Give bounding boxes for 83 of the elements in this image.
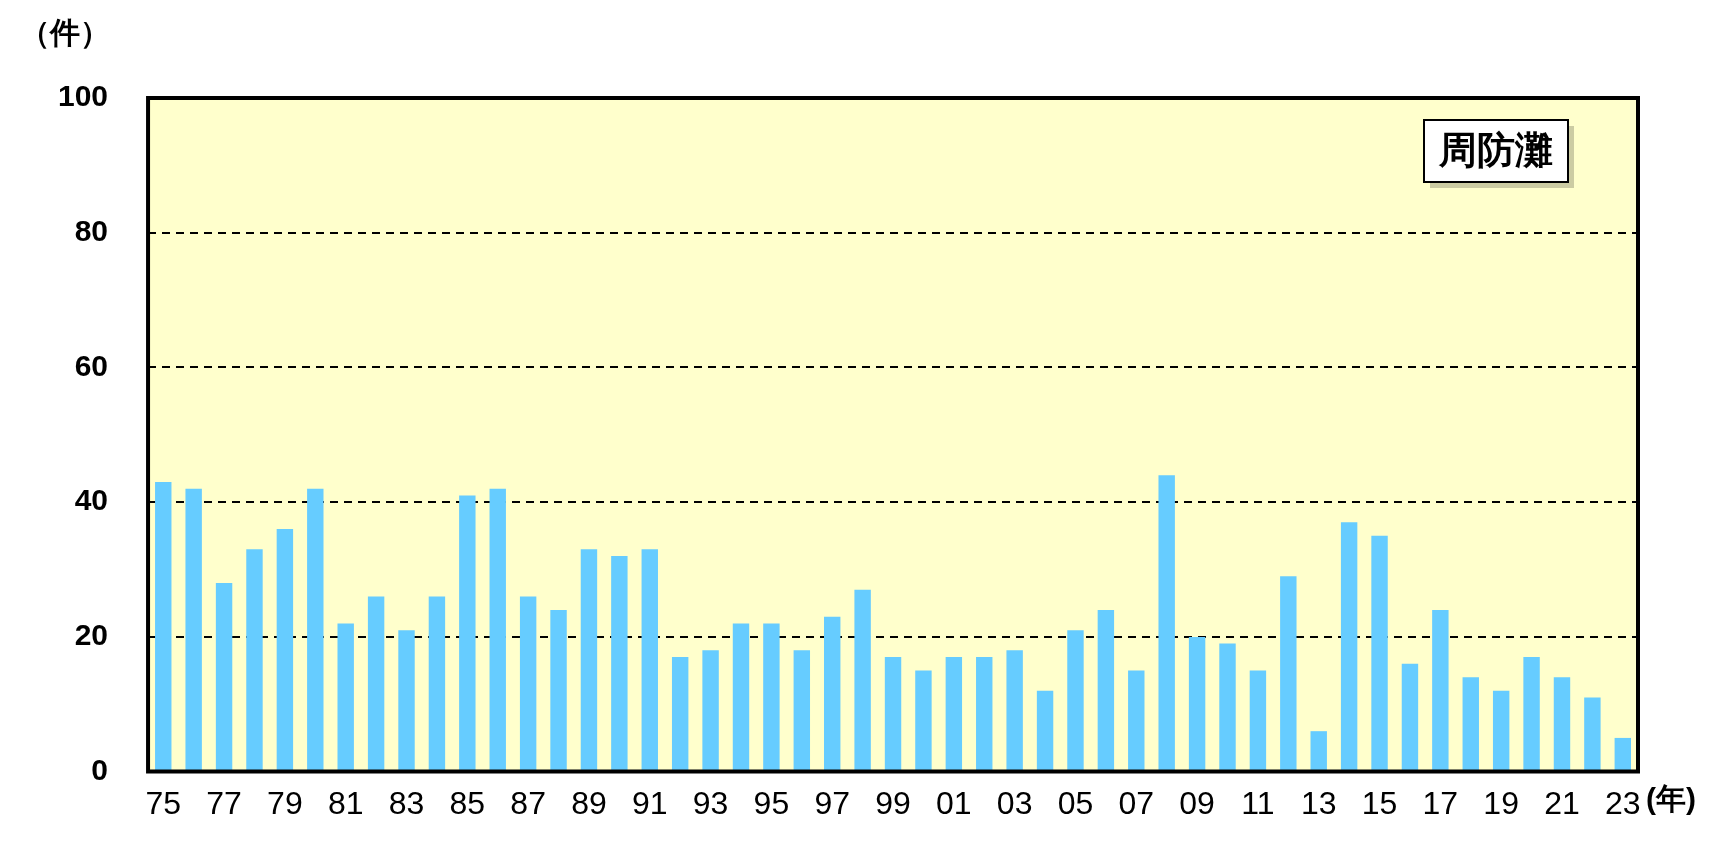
bar (1006, 650, 1023, 771)
x-tick-label: 81 (327, 784, 364, 821)
bar (702, 650, 719, 771)
bar (1523, 657, 1540, 771)
bar (1128, 670, 1145, 771)
x-tick-label: 05 (1057, 784, 1094, 821)
bar (1401, 663, 1419, 771)
bar (1067, 630, 1084, 771)
y-tick-label: 80 (74, 213, 109, 247)
x-tick-label: 11 (1241, 784, 1275, 821)
bar (337, 623, 354, 771)
bar (276, 529, 294, 771)
bar (459, 495, 476, 771)
bar (1097, 609, 1115, 771)
bar (519, 596, 537, 771)
bar (793, 650, 811, 771)
bar (1462, 677, 1479, 771)
bar (307, 488, 324, 771)
x-tick-label: 77 (206, 784, 242, 821)
bar (1036, 690, 1054, 771)
bar (976, 657, 993, 771)
x-tick-label: 87 (510, 784, 546, 821)
bar (945, 657, 963, 771)
bar (1553, 677, 1571, 771)
bar (367, 596, 385, 771)
y-axis-title: （件） (20, 16, 110, 50)
x-tick-label: 21 (1544, 784, 1580, 821)
y-tick-label: 0 (91, 752, 109, 786)
bar (580, 549, 598, 771)
bar (1219, 643, 1236, 771)
x-tick-label: 19 (1483, 784, 1519, 821)
bar (611, 556, 628, 771)
x-tick-label: 83 (388, 784, 425, 821)
bar (185, 488, 202, 771)
bar (155, 481, 172, 771)
x-tick-label: 91 (631, 784, 668, 821)
x-tick-label: 09 (1179, 784, 1215, 821)
x-tick-label: 75 (145, 784, 182, 821)
bar (732, 623, 750, 771)
bar (854, 589, 871, 771)
x-tick-label: 17 (1422, 784, 1459, 821)
bar (641, 549, 658, 771)
bar (215, 582, 233, 771)
bar (246, 549, 263, 771)
x-tick-label: 95 (753, 784, 790, 821)
y-tick-label: 40 (74, 483, 109, 517)
bar (671, 657, 689, 771)
bar (1249, 670, 1267, 771)
bar (398, 630, 415, 771)
bar (1340, 522, 1358, 771)
x-tick-label: 15 (1361, 784, 1398, 821)
bar (884, 657, 902, 771)
y-tick-label: 60 (74, 348, 109, 382)
bar (1158, 475, 1175, 771)
x-tick-label: 07 (1118, 784, 1155, 821)
bar (1310, 731, 1327, 771)
bar (489, 488, 506, 771)
x-tick-label: 23 (1605, 784, 1641, 821)
y-tick-label: 100 (57, 79, 109, 113)
x-tick-label: 99 (875, 784, 911, 821)
bar (1371, 535, 1388, 771)
bar (428, 596, 446, 771)
bar (915, 670, 932, 771)
bar (1492, 690, 1510, 771)
bar (1614, 737, 1632, 771)
annotation: 周防灘 (1438, 129, 1553, 172)
bar (763, 623, 780, 771)
x-tick-label: 97 (814, 784, 851, 821)
x-tick-label: 85 (449, 784, 486, 821)
x-axis-title: (年) (1646, 781, 1696, 815)
y-tick-label: 20 (74, 618, 109, 652)
bar (1280, 576, 1297, 771)
bar (1584, 697, 1601, 771)
x-tick-label: 13 (1300, 784, 1337, 821)
x-tick-label: 01 (936, 784, 972, 821)
x-tick-label: 89 (571, 784, 607, 821)
x-tick-label: 79 (267, 784, 303, 821)
x-tick-label: 93 (692, 784, 729, 821)
bar (824, 616, 841, 771)
bar (1432, 609, 1449, 771)
bar (550, 609, 567, 771)
x-tick-label: 03 (996, 784, 1033, 821)
bar (1188, 636, 1206, 771)
